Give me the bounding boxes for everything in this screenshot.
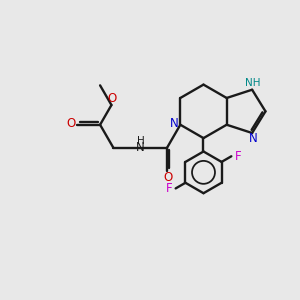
- Text: N: N: [136, 141, 145, 154]
- Text: O: O: [107, 92, 117, 105]
- Text: N: N: [249, 132, 258, 146]
- Text: O: O: [163, 171, 172, 184]
- Text: F: F: [235, 150, 241, 163]
- Text: O: O: [66, 117, 75, 130]
- Text: F: F: [166, 182, 172, 195]
- Text: NH: NH: [245, 78, 260, 88]
- Text: N: N: [169, 117, 178, 130]
- Text: H: H: [137, 136, 145, 146]
